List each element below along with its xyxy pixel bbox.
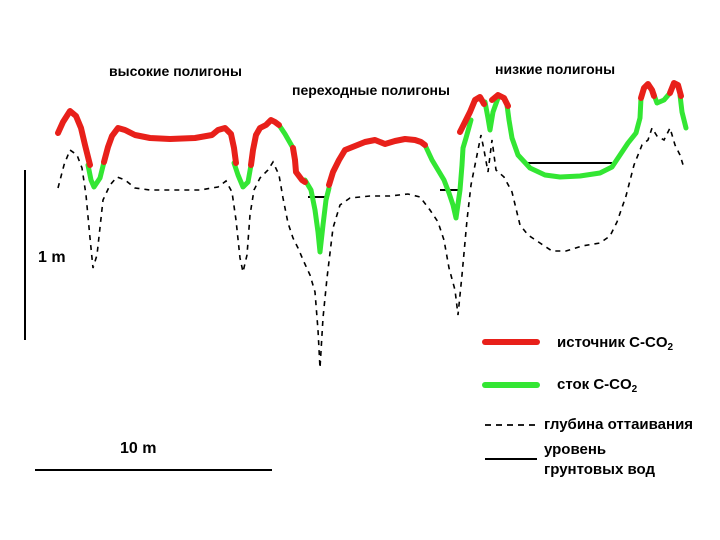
source-segment-3 (248, 117, 282, 168)
source-segment-7 (489, 92, 511, 109)
sink-segment-2 (231, 160, 254, 190)
source-segment-9 (667, 80, 684, 99)
source-segment-2 (101, 125, 239, 166)
legend-thaw-label: глубина оттаивания (544, 416, 693, 433)
source-segment-4 (290, 145, 308, 185)
legend-water-label-line1: уровень (544, 441, 606, 458)
header-high-polygons: высокие полигоны (109, 63, 242, 79)
source-segment-5 (326, 136, 428, 188)
sink-segment-5 (422, 117, 474, 221)
legend-water-label-line2: грунтовых вод (544, 461, 655, 478)
vertical-scale-label: 1 m (38, 249, 66, 266)
sink-segment-4 (302, 177, 332, 255)
sink-segment-6 (482, 95, 501, 133)
thaw-depth-line (57, 125, 685, 369)
header-transitional-polygons: переходные полигоны (292, 82, 450, 98)
source-segment-1 (55, 108, 93, 168)
sink-segment-7 (504, 95, 644, 180)
sink-segment-1 (85, 159, 107, 190)
sink-segment-9 (677, 92, 689, 131)
source-segment-8 (638, 81, 657, 101)
header-low-polygons: низкие полигоны (495, 61, 615, 77)
sink-segment-3 (276, 122, 296, 151)
legend-source-label: источник C-CO2 (557, 334, 674, 353)
legend-sink-label: сток C-CO2 (557, 376, 638, 395)
source-segment-6 (457, 94, 487, 135)
horizontal-scale-label: 10 m (120, 440, 156, 457)
